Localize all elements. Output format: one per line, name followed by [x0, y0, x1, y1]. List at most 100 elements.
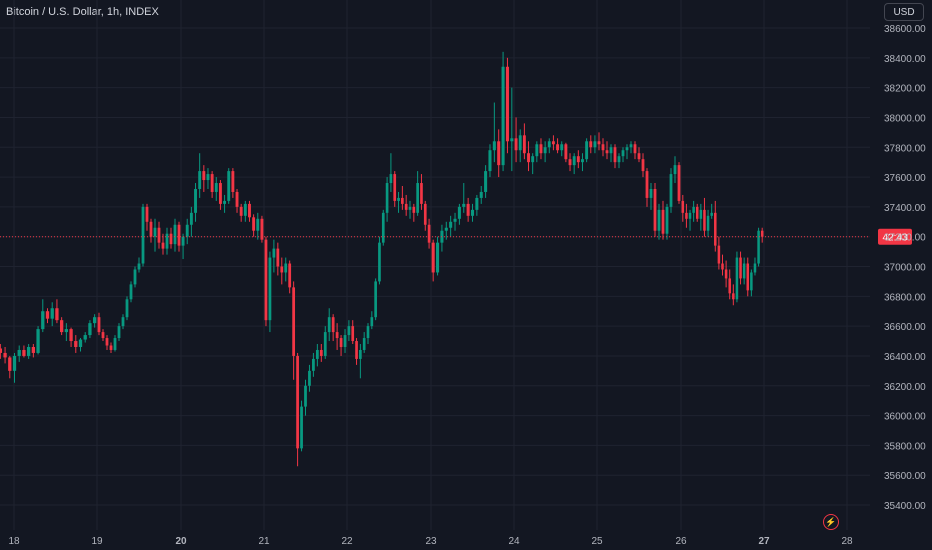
candle-body: [742, 263, 746, 279]
candle-body: [17, 349, 21, 356]
candle-body: [339, 338, 343, 347]
lightning-icon[interactable]: ⚡: [823, 514, 839, 530]
y-tick-label: 36400.00: [884, 352, 926, 363]
candle-body: [121, 317, 125, 327]
candle-body: [378, 242, 381, 282]
candle-body: [685, 212, 688, 219]
candle-body: [609, 147, 613, 154]
x-tick-label: 28: [841, 536, 853, 547]
candle-body: [133, 269, 137, 285]
candle-body: [280, 266, 284, 273]
y-tick-label: 38400.00: [884, 54, 926, 65]
candle-body: [653, 188, 657, 231]
candle-body: [288, 263, 292, 288]
candle-body: [389, 174, 393, 184]
candle-body: [633, 144, 637, 154]
candle-body: [401, 197, 404, 204]
candle-body: [64, 329, 69, 333]
x-tick-label: 19: [91, 536, 103, 547]
candle-body: [408, 206, 412, 210]
candle-body: [699, 209, 703, 219]
candle-body: [145, 206, 149, 222]
candle-body: [420, 183, 423, 204]
candle-body: [551, 141, 555, 145]
x-tick-label: 22: [341, 536, 353, 547]
candle-body: [374, 281, 377, 318]
candle-body: [185, 224, 189, 237]
candle-body: [724, 269, 728, 279]
candle-body: [327, 317, 331, 333]
candle-body: [431, 242, 435, 273]
y-tick-label: 38600.00: [884, 24, 926, 35]
candle-body: [370, 317, 374, 327]
candle-body: [714, 212, 717, 246]
candle-body: [601, 144, 605, 151]
candle-body: [760, 230, 764, 237]
price-axis[interactable]: 35400.00 35600.00 35800.00 36000.00 36200.00…: [884, 24, 926, 512]
currency-button[interactable]: USD: [884, 3, 924, 21]
candle-body: [129, 284, 133, 300]
candle-body: [661, 209, 665, 234]
y-tick-label: 38000.00: [884, 113, 926, 124]
candle-body: [695, 206, 699, 219]
x-tick-label: 26: [675, 536, 687, 547]
candle-body: [436, 242, 440, 273]
candle-body: [692, 206, 695, 213]
candle-body: [416, 183, 419, 213]
candle-body: [746, 263, 750, 291]
candle-body: [518, 135, 522, 151]
candle-body: [492, 141, 496, 151]
candle-body: [335, 332, 339, 339]
candle-body: [235, 191, 239, 207]
candle-body: [50, 308, 54, 319]
candle-body: [97, 317, 101, 333]
candle-body: [194, 188, 197, 213]
candle-body: [45, 311, 50, 319]
x-tick-label: 20: [175, 536, 187, 547]
y-tick-label: 37800.00: [884, 143, 926, 154]
candle-body: [26, 346, 31, 356]
candle-body: [8, 357, 12, 371]
candle-body: [105, 338, 109, 346]
candle-body: [717, 245, 721, 264]
y-tick-label: 35800.00: [884, 441, 926, 452]
candle-body: [462, 203, 466, 207]
candle-body: [564, 144, 568, 160]
y-tick-label: 36600.00: [884, 322, 926, 333]
candle-body: [576, 156, 580, 163]
candle-body: [284, 263, 288, 273]
candle-body: [359, 349, 362, 359]
candle-body: [597, 141, 601, 145]
candle-body: [101, 332, 105, 339]
candle-body: [223, 200, 227, 204]
y-tick-label: 35600.00: [884, 471, 926, 482]
candle-body: [323, 332, 327, 356]
candle-body: [165, 233, 169, 249]
candle-body: [613, 147, 617, 163]
candle-body: [0, 348, 3, 353]
candle-body: [362, 338, 366, 350]
candle-body: [161, 242, 165, 249]
candle-body: [501, 66, 505, 166]
candle-body: [470, 209, 475, 216]
candle-body: [522, 135, 526, 154]
time-axis[interactable]: 18 19 20 21 22 23 24 25 26 27 28: [8, 536, 853, 547]
chart-title: Bitcoin / U.S. Dollar, 1h, INDEX: [6, 6, 159, 18]
candle-body: [453, 218, 457, 222]
candle-body: [735, 257, 739, 300]
candle-body: [243, 203, 247, 216]
candle-body: [581, 159, 584, 163]
candle-body: [308, 370, 311, 386]
candle-body: [92, 317, 97, 324]
candle-body: [59, 320, 64, 333]
candle-body: [484, 171, 488, 192]
candle-body: [312, 358, 315, 371]
candle-body: [69, 329, 73, 342]
candle-body: [177, 224, 181, 246]
candle-body: [572, 156, 576, 166]
candle-body: [753, 263, 757, 273]
candle-body: [3, 352, 7, 358]
candle-body: [252, 217, 256, 231]
candle-body: [673, 165, 677, 175]
